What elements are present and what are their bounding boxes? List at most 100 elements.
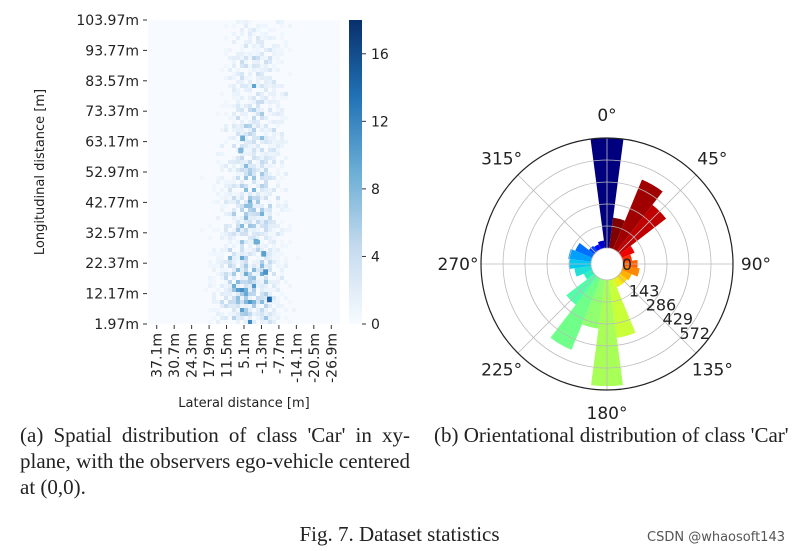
heatmap-cell [220,264,224,268]
heatmap-cell [261,251,267,257]
heatmap-cell [284,188,288,192]
heatmap-cell [244,116,248,120]
heatmap-cell [232,216,236,220]
heatmap-cell [264,60,268,64]
heatmap-cell [232,160,236,164]
heatmap-cell [232,304,236,308]
heatmap-cell [240,216,244,220]
heatmap-cell [240,152,244,156]
heatmap-cell [252,56,256,60]
heatmap-cell [264,80,268,84]
heatmap-cell [232,144,236,148]
heatmap-cell [212,284,216,288]
heatmap-cell [248,296,252,300]
x-tick-label: -1.3m [254,333,270,374]
heatmap-cell [232,104,236,108]
colorbar-tick-label: 16 [371,47,389,63]
heatmap-cell [263,269,268,275]
heatmap-cell [212,268,216,272]
heatmap-cell [212,200,216,204]
heatmap-cell [268,28,272,32]
heatmap-cell [260,320,264,324]
heatmap-cell [260,168,264,172]
heatmap-cell [236,200,240,204]
heatmap-cell [228,296,232,300]
heatmap-cell [244,280,248,284]
heatmap-cell [276,252,280,256]
heatmap-cell [268,76,272,80]
y-tick-label: 52.97m [85,165,139,181]
heatmap-cell [256,124,260,128]
heatmap-cell [236,308,240,312]
polar-spoke [618,275,697,354]
heatmap-cell [236,304,240,308]
heatmap-cell [248,308,252,312]
heatmap-cell [252,228,256,232]
heatmap-cell [228,232,232,236]
heatmap-cell [272,80,276,84]
heatmap-cell [232,92,236,96]
heatmap-cell [268,248,272,252]
heatmap-cell [224,228,228,232]
heatmap-cell [224,272,228,276]
heatmap-cell [232,40,236,44]
heatmap-cell [260,312,264,316]
heatmap-cell [260,240,264,244]
heatmap-cell [260,280,264,284]
heatmap-cell [256,56,260,60]
heatmap-cell [244,220,248,224]
heatmap-cell [228,292,232,296]
heatmap-cell [232,232,236,236]
heatmap-cell [268,316,272,320]
heatmap-cell [240,300,244,304]
heatmap-cell [280,132,284,136]
polar-bar [621,266,640,277]
heatmap-cell [260,36,264,40]
heatmap-cell [228,168,232,172]
heatmap-cell [276,232,280,236]
heatmap-cell [276,276,280,280]
heatmap-cell [248,208,252,212]
heatmap-cell [268,156,272,160]
heatmap-cell [260,212,264,216]
heatmap-cell [260,272,264,276]
heatmap-cell [232,276,236,280]
heatmap-cell [268,320,272,324]
polar-angle-label: 270° [438,255,479,275]
heatmap-cell [260,316,264,320]
heatmap-cell [260,172,264,176]
heatmap-cell [236,124,240,128]
heatmap-cell [276,104,280,108]
heatmap-cell [260,276,264,280]
heatmap-cell [268,100,272,104]
heatmap-cell [272,320,276,324]
heatmap-cell [252,132,256,136]
heatmap-cell [248,192,252,196]
heatmap-cell [280,304,284,308]
heatmap-cell [276,120,280,124]
heatmap-cell [220,272,224,276]
heatmap-cell [236,156,240,160]
heatmap-cell [236,108,240,112]
heatmap-cell [264,256,268,260]
heatmap-cell [256,228,260,232]
heatmap-cell [252,100,256,104]
heatmap-cell [264,288,268,292]
heatmap-cell [244,292,248,296]
heatmap-cell [236,132,240,136]
heatmap-cell [276,124,280,128]
heatmap-cell [264,160,268,164]
heatmap-cell [240,316,244,320]
y-tick-label: 73.37m [85,104,139,120]
heatmap-cell [216,152,220,156]
heatmap-cell [228,84,232,88]
heatmap-cell [268,208,272,212]
heatmap-cell [260,196,264,200]
heatmap-cell [280,240,284,244]
heatmap-cell [232,136,236,140]
heatmap-cell [220,236,224,240]
heatmap-cell [280,244,284,248]
heatmap-cell [224,200,228,204]
heatmap-cell [272,256,276,260]
